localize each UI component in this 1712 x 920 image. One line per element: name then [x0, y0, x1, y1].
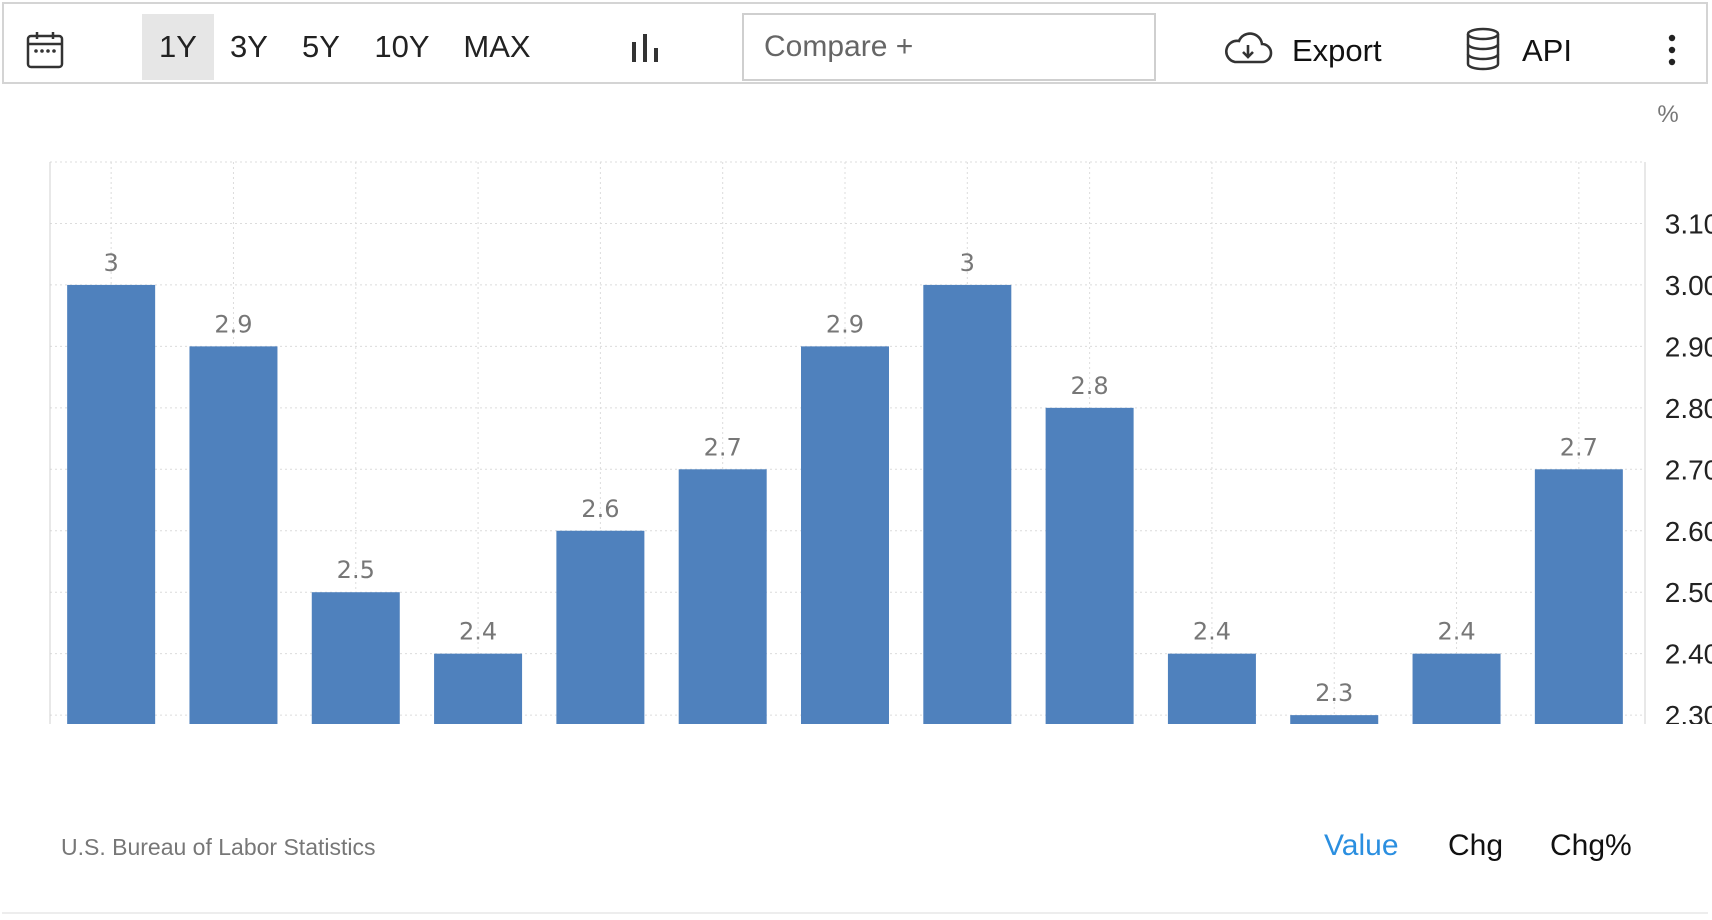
api-label: API — [1522, 33, 1572, 68]
bar — [1045, 407, 1134, 752]
data-label: 2.4 — [1437, 618, 1475, 646]
bar — [923, 284, 1012, 752]
data-label: 2.7 — [704, 433, 742, 461]
range-1y[interactable]: 1Y — [142, 14, 214, 80]
data-label: 2.4 — [459, 618, 497, 646]
y-tick-label: 2.80 — [1665, 393, 1712, 424]
y-tick-label: 2.70 — [1665, 454, 1712, 485]
bar — [801, 346, 889, 752]
database-icon — [1466, 27, 1500, 71]
calendar-icon[interactable] — [26, 30, 66, 70]
chart-toolbar: 1Y 3Y 5Y 10Y MAX Export API — [2, 2, 1708, 84]
y-tick-label: 2.60 — [1665, 516, 1712, 547]
data-label: 2.3 — [1315, 679, 1353, 707]
tab-value[interactable]: Value — [1324, 829, 1399, 862]
data-label: 2.8 — [1071, 372, 1109, 400]
more-vertical-icon[interactable] — [1654, 28, 1690, 72]
bar — [1534, 469, 1623, 752]
bar — [678, 469, 767, 752]
bar — [189, 346, 278, 752]
range-3y[interactable]: 3Y — [230, 29, 268, 64]
bar — [1290, 715, 1379, 752]
data-label: 3 — [104, 249, 119, 277]
tab-chg-percent[interactable]: Chg% — [1550, 829, 1632, 862]
y-tick-label: 3.10 — [1665, 208, 1712, 239]
bar — [434, 653, 523, 752]
y-tick-label: 2.90 — [1665, 331, 1712, 362]
frame-divider — [2, 912, 1708, 914]
bar — [67, 284, 156, 752]
unit-label: % — [1657, 101, 1678, 128]
data-label: 2.9 — [214, 310, 252, 338]
y-tick-label: 2.40 — [1665, 639, 1712, 670]
data-label: 2.6 — [581, 495, 619, 523]
data-label: 3 — [960, 249, 975, 277]
bar — [1412, 653, 1501, 752]
bar — [1167, 653, 1256, 752]
bar-chart: 3.103.002.902.802.702.602.502.402.30%3Ju… — [49, 101, 1712, 791]
y-tick-label: 2.30 — [1665, 700, 1712, 724]
bar — [311, 592, 400, 752]
bar — [556, 530, 645, 752]
data-label: 2.4 — [1193, 618, 1231, 646]
range-5y[interactable]: 5Y — [302, 29, 340, 64]
y-tick-label: 2.50 — [1665, 577, 1712, 608]
range-max[interactable]: MAX — [463, 29, 531, 64]
export-label: Export — [1292, 33, 1382, 68]
cloud-download-icon — [1225, 32, 1273, 64]
compare-input[interactable] — [744, 15, 1154, 79]
api-button[interactable]: API — [1464, 18, 1584, 80]
source-label: U.S. Bureau of Labor Statistics — [61, 834, 376, 860]
export-button[interactable]: Export — [1222, 18, 1392, 80]
tab-chg[interactable]: Chg — [1448, 829, 1504, 862]
bar-chart-icon[interactable] — [626, 30, 666, 70]
compare-input-box[interactable] — [742, 13, 1156, 81]
chart-area: 3.103.002.902.802.702.602.502.402.30%3Ju… — [0, 84, 1712, 791]
data-label: 2.9 — [826, 310, 864, 338]
range-10y[interactable]: 10Y — [374, 29, 430, 64]
data-label: 2.5 — [337, 556, 375, 584]
data-label: 2.7 — [1560, 433, 1598, 461]
y-tick-label: 3.00 — [1665, 270, 1712, 301]
